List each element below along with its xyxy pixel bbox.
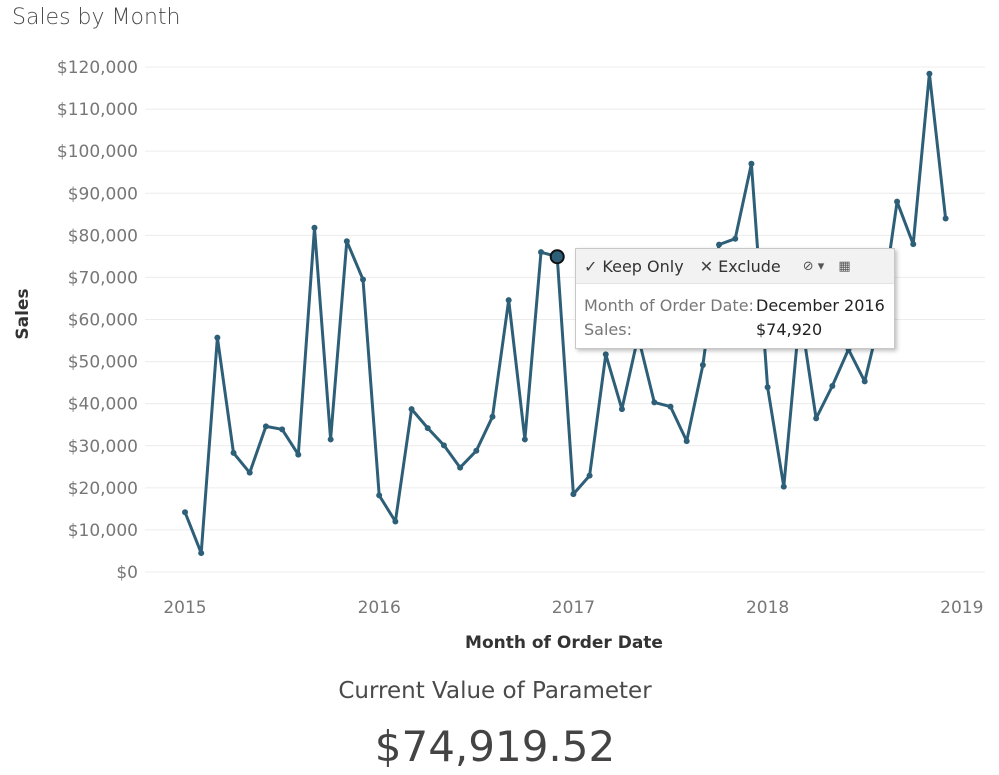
data-point[interactable] <box>861 378 868 385</box>
x-tick-label: 2017 <box>552 598 595 618</box>
data-point[interactable] <box>392 518 399 525</box>
data-point[interactable] <box>246 469 253 476</box>
data-point[interactable] <box>457 464 464 471</box>
tooltip-sales-value: $74,920 <box>756 320 823 339</box>
data-point[interactable] <box>538 249 545 256</box>
data-point[interactable] <box>683 438 690 445</box>
x-tick-label: 2019 <box>940 598 983 618</box>
data-point[interactable] <box>198 550 205 557</box>
y-tick-label: $40,000 <box>68 395 138 415</box>
y-tick-label: $80,000 <box>68 226 138 246</box>
parameter-label: Current Value of Parameter <box>338 678 652 704</box>
data-point[interactable] <box>910 241 917 248</box>
data-point[interactable] <box>716 241 723 248</box>
data-point[interactable] <box>651 399 658 406</box>
highlighted-data-point[interactable] <box>549 249 565 265</box>
tooltip-month-key: Month of Order Date: <box>584 296 754 315</box>
keep-only-label: Keep Only <box>602 256 684 276</box>
y-tick-label: $60,000 <box>68 311 138 331</box>
data-point[interactable] <box>813 415 820 422</box>
x-axis-ticks: 2015 2016 2017 2018 2019 <box>163 598 983 618</box>
y-axis-ticks: $0 $10,000 $20,000 $30,000 $40,000 $50,000 $60… <box>57 58 138 583</box>
sales-line-chart: $0 $10,000 $20,000 $30,000 $40,000 $50,000 $60… <box>13 58 985 653</box>
data-point[interactable] <box>295 451 302 458</box>
tooltip: ✓ Keep Only ✕ Exclude ⊘ ▾ ▦ Month of Ord… <box>575 248 895 349</box>
y-tick-label: $30,000 <box>68 437 138 457</box>
data-point[interactable] <box>586 472 593 479</box>
data-point[interactable] <box>748 160 755 167</box>
data-point[interactable] <box>667 403 674 410</box>
data-point[interactable] <box>360 276 367 283</box>
x-tick-label: 2015 <box>163 598 206 618</box>
data-point[interactable] <box>602 351 609 358</box>
view-data-icon[interactable]: ▦ <box>838 258 851 274</box>
x-axis-label: Month of Order Date <box>465 633 663 653</box>
data-point[interactable] <box>699 361 706 368</box>
group-members-icon[interactable]: ⊘ ▾ <box>802 258 825 274</box>
exclude-label: Exclude <box>718 256 781 276</box>
y-tick-label: $50,000 <box>68 353 138 373</box>
parameter-value: $74,919.52 <box>374 722 616 771</box>
data-point[interactable] <box>262 423 269 430</box>
data-point[interactable] <box>408 406 415 413</box>
data-point[interactable] <box>279 426 286 433</box>
data-point[interactable] <box>926 70 933 77</box>
data-point[interactable] <box>473 447 480 454</box>
data-point[interactable] <box>424 425 431 432</box>
y-tick-label: $120,000 <box>57 58 138 78</box>
data-point[interactable] <box>230 449 237 456</box>
y-tick-label: $90,000 <box>68 184 138 204</box>
x-tick-label: 2018 <box>746 598 789 618</box>
data-point[interactable] <box>894 198 901 205</box>
y-tick-label: $110,000 <box>57 100 138 120</box>
tooltip-body: Month of Order Date: December 2016 Sales… <box>576 284 894 352</box>
y-tick-label: $0 <box>116 563 138 583</box>
data-point[interactable] <box>489 413 496 420</box>
close-icon: ✕ <box>699 256 714 276</box>
y-tick-label: $10,000 <box>68 521 138 541</box>
chart-title: Sales by Month <box>12 5 181 30</box>
tooltip-month-value: December 2016 <box>756 296 885 315</box>
exclude-button[interactable]: ✕ Exclude <box>700 257 781 276</box>
check-icon: ✓ <box>584 256 598 276</box>
keep-only-button[interactable]: ✓ Keep Only <box>584 257 684 276</box>
data-point[interactable] <box>311 224 318 231</box>
y-tick-label: $100,000 <box>57 142 138 162</box>
data-point[interactable] <box>764 384 771 391</box>
data-point[interactable] <box>343 238 350 245</box>
data-point[interactable] <box>440 442 447 449</box>
data-point[interactable] <box>505 297 512 304</box>
tooltip-sales-key: Sales: <box>584 320 632 339</box>
sales-series-line <box>183 72 948 555</box>
data-point[interactable] <box>327 436 334 443</box>
data-point[interactable] <box>376 492 383 499</box>
data-point[interactable] <box>214 334 221 341</box>
y-tick-label: $20,000 <box>68 479 138 499</box>
gridlines <box>145 66 985 573</box>
data-point[interactable] <box>182 509 188 516</box>
data-point[interactable] <box>521 436 528 443</box>
data-point[interactable] <box>780 483 787 490</box>
data-point[interactable] <box>829 382 836 389</box>
tooltip-toolbar: ✓ Keep Only ✕ Exclude ⊘ ▾ ▦ <box>576 249 894 284</box>
data-point[interactable] <box>618 406 625 413</box>
data-point[interactable] <box>942 215 949 222</box>
data-point[interactable] <box>570 491 577 498</box>
y-tick-label: $70,000 <box>68 268 138 288</box>
x-tick-label: 2016 <box>358 598 401 618</box>
data-point[interactable] <box>732 235 739 242</box>
y-axis-label: Sales <box>13 288 33 339</box>
